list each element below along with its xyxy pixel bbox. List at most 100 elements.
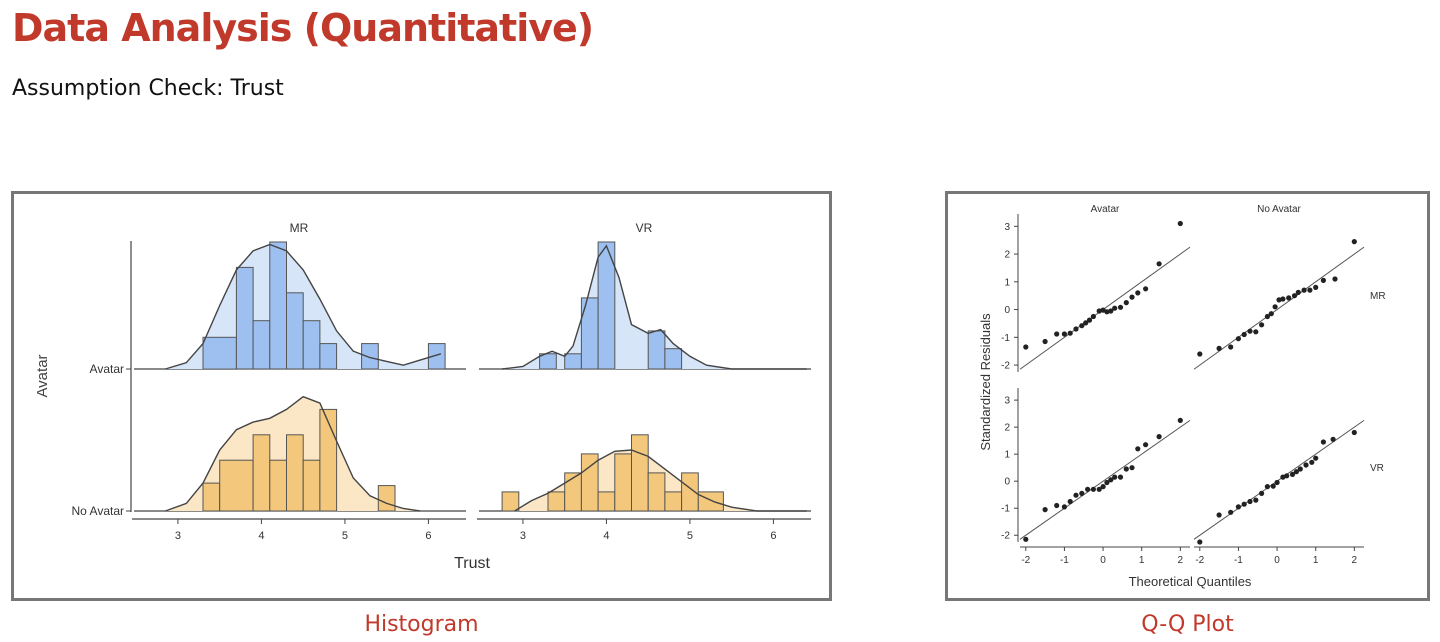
qq-point — [1320, 439, 1326, 445]
histogram-bar — [697, 491, 724, 512]
page-title: Data Analysis (Quantitative) — [12, 6, 594, 50]
row-label-no-avatar: No Avatar — [72, 504, 124, 518]
histogram-bar — [269, 459, 288, 512]
histogram-bar — [647, 472, 666, 512]
qq-point — [1123, 300, 1129, 306]
qq-point — [1247, 328, 1253, 334]
histogram-panel: MR VR Avatar No Avatar Avatar 3 4 5 6 3 4 5 6 Trust — [11, 191, 832, 601]
qq-point — [1117, 304, 1124, 310]
qq-point — [1228, 509, 1234, 515]
qq-point — [1253, 329, 1259, 335]
x-tick-label: 2 — [1352, 555, 1358, 566]
qq-point — [1079, 323, 1085, 329]
qq-point — [1270, 483, 1276, 489]
qq-point — [1313, 455, 1319, 461]
qq-point — [1286, 295, 1292, 301]
qq-point — [1309, 459, 1315, 465]
qq-point — [1073, 326, 1079, 332]
qq-plot-caption: Q-Q Plot — [1141, 612, 1234, 637]
qq-point — [1108, 477, 1114, 483]
qq-point — [1156, 261, 1162, 267]
qq-point — [1259, 322, 1265, 328]
histogram-bar — [427, 343, 446, 370]
density-curve-mr-no-avatar — [165, 395, 421, 512]
histogram-bar — [219, 459, 254, 512]
facet-label-mr: MR — [290, 221, 309, 235]
histogram-bar — [501, 491, 520, 512]
qq-point — [1042, 338, 1048, 345]
qq-point — [1272, 304, 1278, 310]
qq-point — [1054, 331, 1060, 337]
qq-point — [1096, 486, 1102, 492]
qq-point — [1023, 536, 1029, 542]
histogram-bar — [202, 336, 237, 370]
histogram-bar — [319, 343, 338, 370]
y-tick-label: 3 — [1004, 222, 1010, 233]
qq-point — [1117, 474, 1124, 480]
qq-point — [1067, 330, 1073, 336]
x-tick-label: 5 — [687, 530, 693, 542]
qq-point — [1129, 465, 1135, 471]
facet-label-mr: MR — [1370, 291, 1386, 302]
qq-point — [1241, 501, 1247, 507]
qq-point — [1143, 442, 1149, 448]
page-subtitle: Assumption Check: Trust — [12, 76, 284, 101]
qq-point — [1253, 497, 1259, 503]
qq-point — [1235, 336, 1241, 342]
qq-point — [1042, 507, 1048, 513]
x-tick-label: 3 — [175, 530, 181, 542]
qq-point — [1079, 490, 1085, 496]
y-tick-label: -2 — [1001, 531, 1010, 542]
histogram-caption: Histogram — [364, 612, 479, 637]
qq-point — [1023, 344, 1029, 350]
qq-point — [1086, 317, 1093, 323]
x-tick-label: -2 — [1195, 555, 1204, 566]
y-tick-label: 1 — [1004, 450, 1010, 461]
qq-point — [1291, 293, 1298, 299]
histogram-bar — [319, 408, 338, 512]
qq-point — [1083, 320, 1089, 326]
qq-point — [1313, 284, 1319, 290]
histogram-bar — [597, 241, 616, 370]
qq-point — [1216, 512, 1222, 518]
qq-point — [1197, 539, 1203, 545]
x-axis-title: Trust — [454, 555, 490, 572]
density-curve-vr-avatar — [502, 244, 807, 370]
x-tick-label: -1 — [1234, 555, 1243, 566]
x-tick-label: 4 — [258, 530, 264, 542]
y-tick-label: -2 — [1001, 361, 1010, 372]
x-tick-label: -2 — [1021, 555, 1030, 566]
facet-label-no-avatar: No Avatar — [1257, 204, 1301, 215]
x-tick-label: 1 — [1139, 555, 1145, 566]
row-label-avatar: Avatar — [90, 362, 124, 376]
qq-point — [1332, 276, 1338, 282]
qq-point — [1295, 289, 1301, 295]
qq-point — [1067, 498, 1073, 505]
qq-point — [1135, 290, 1141, 296]
qq-plot-chart: Avatar No Avatar MR VR -2 -1 0 1 2 3 -2 -1 0 1 2 3 -2 -1 0… — [978, 204, 1386, 589]
reference-line-no-avatar-vr — [1193, 419, 1365, 540]
x-tick-label: 4 — [603, 530, 609, 542]
qq-point — [1143, 286, 1149, 292]
reference-line-no-avatar-mr — [1193, 246, 1365, 370]
facet-label-avatar: Avatar — [1091, 204, 1120, 215]
histogram-bar — [302, 459, 321, 512]
qq-point — [1241, 331, 1247, 338]
qq-point — [1320, 277, 1326, 283]
qq-point — [1104, 309, 1110, 315]
qq-point — [1301, 287, 1307, 293]
qq-point — [1061, 331, 1067, 337]
qq-point — [1289, 471, 1296, 477]
x-axis-title: Theoretical Quantiles — [1129, 574, 1252, 589]
y-tick-label: 0 — [1004, 477, 1010, 488]
qq-point — [1100, 484, 1106, 490]
histogram-bar — [564, 353, 582, 370]
qq-point — [1280, 296, 1286, 302]
qq-point — [1307, 287, 1313, 293]
qq-point — [1112, 474, 1118, 480]
reference-line-avatar-mr — [1019, 246, 1191, 370]
x-tick-label: -1 — [1060, 555, 1069, 566]
histogram-bar — [252, 320, 271, 370]
histogram-bar — [597, 491, 616, 512]
qq-point — [1096, 308, 1102, 314]
